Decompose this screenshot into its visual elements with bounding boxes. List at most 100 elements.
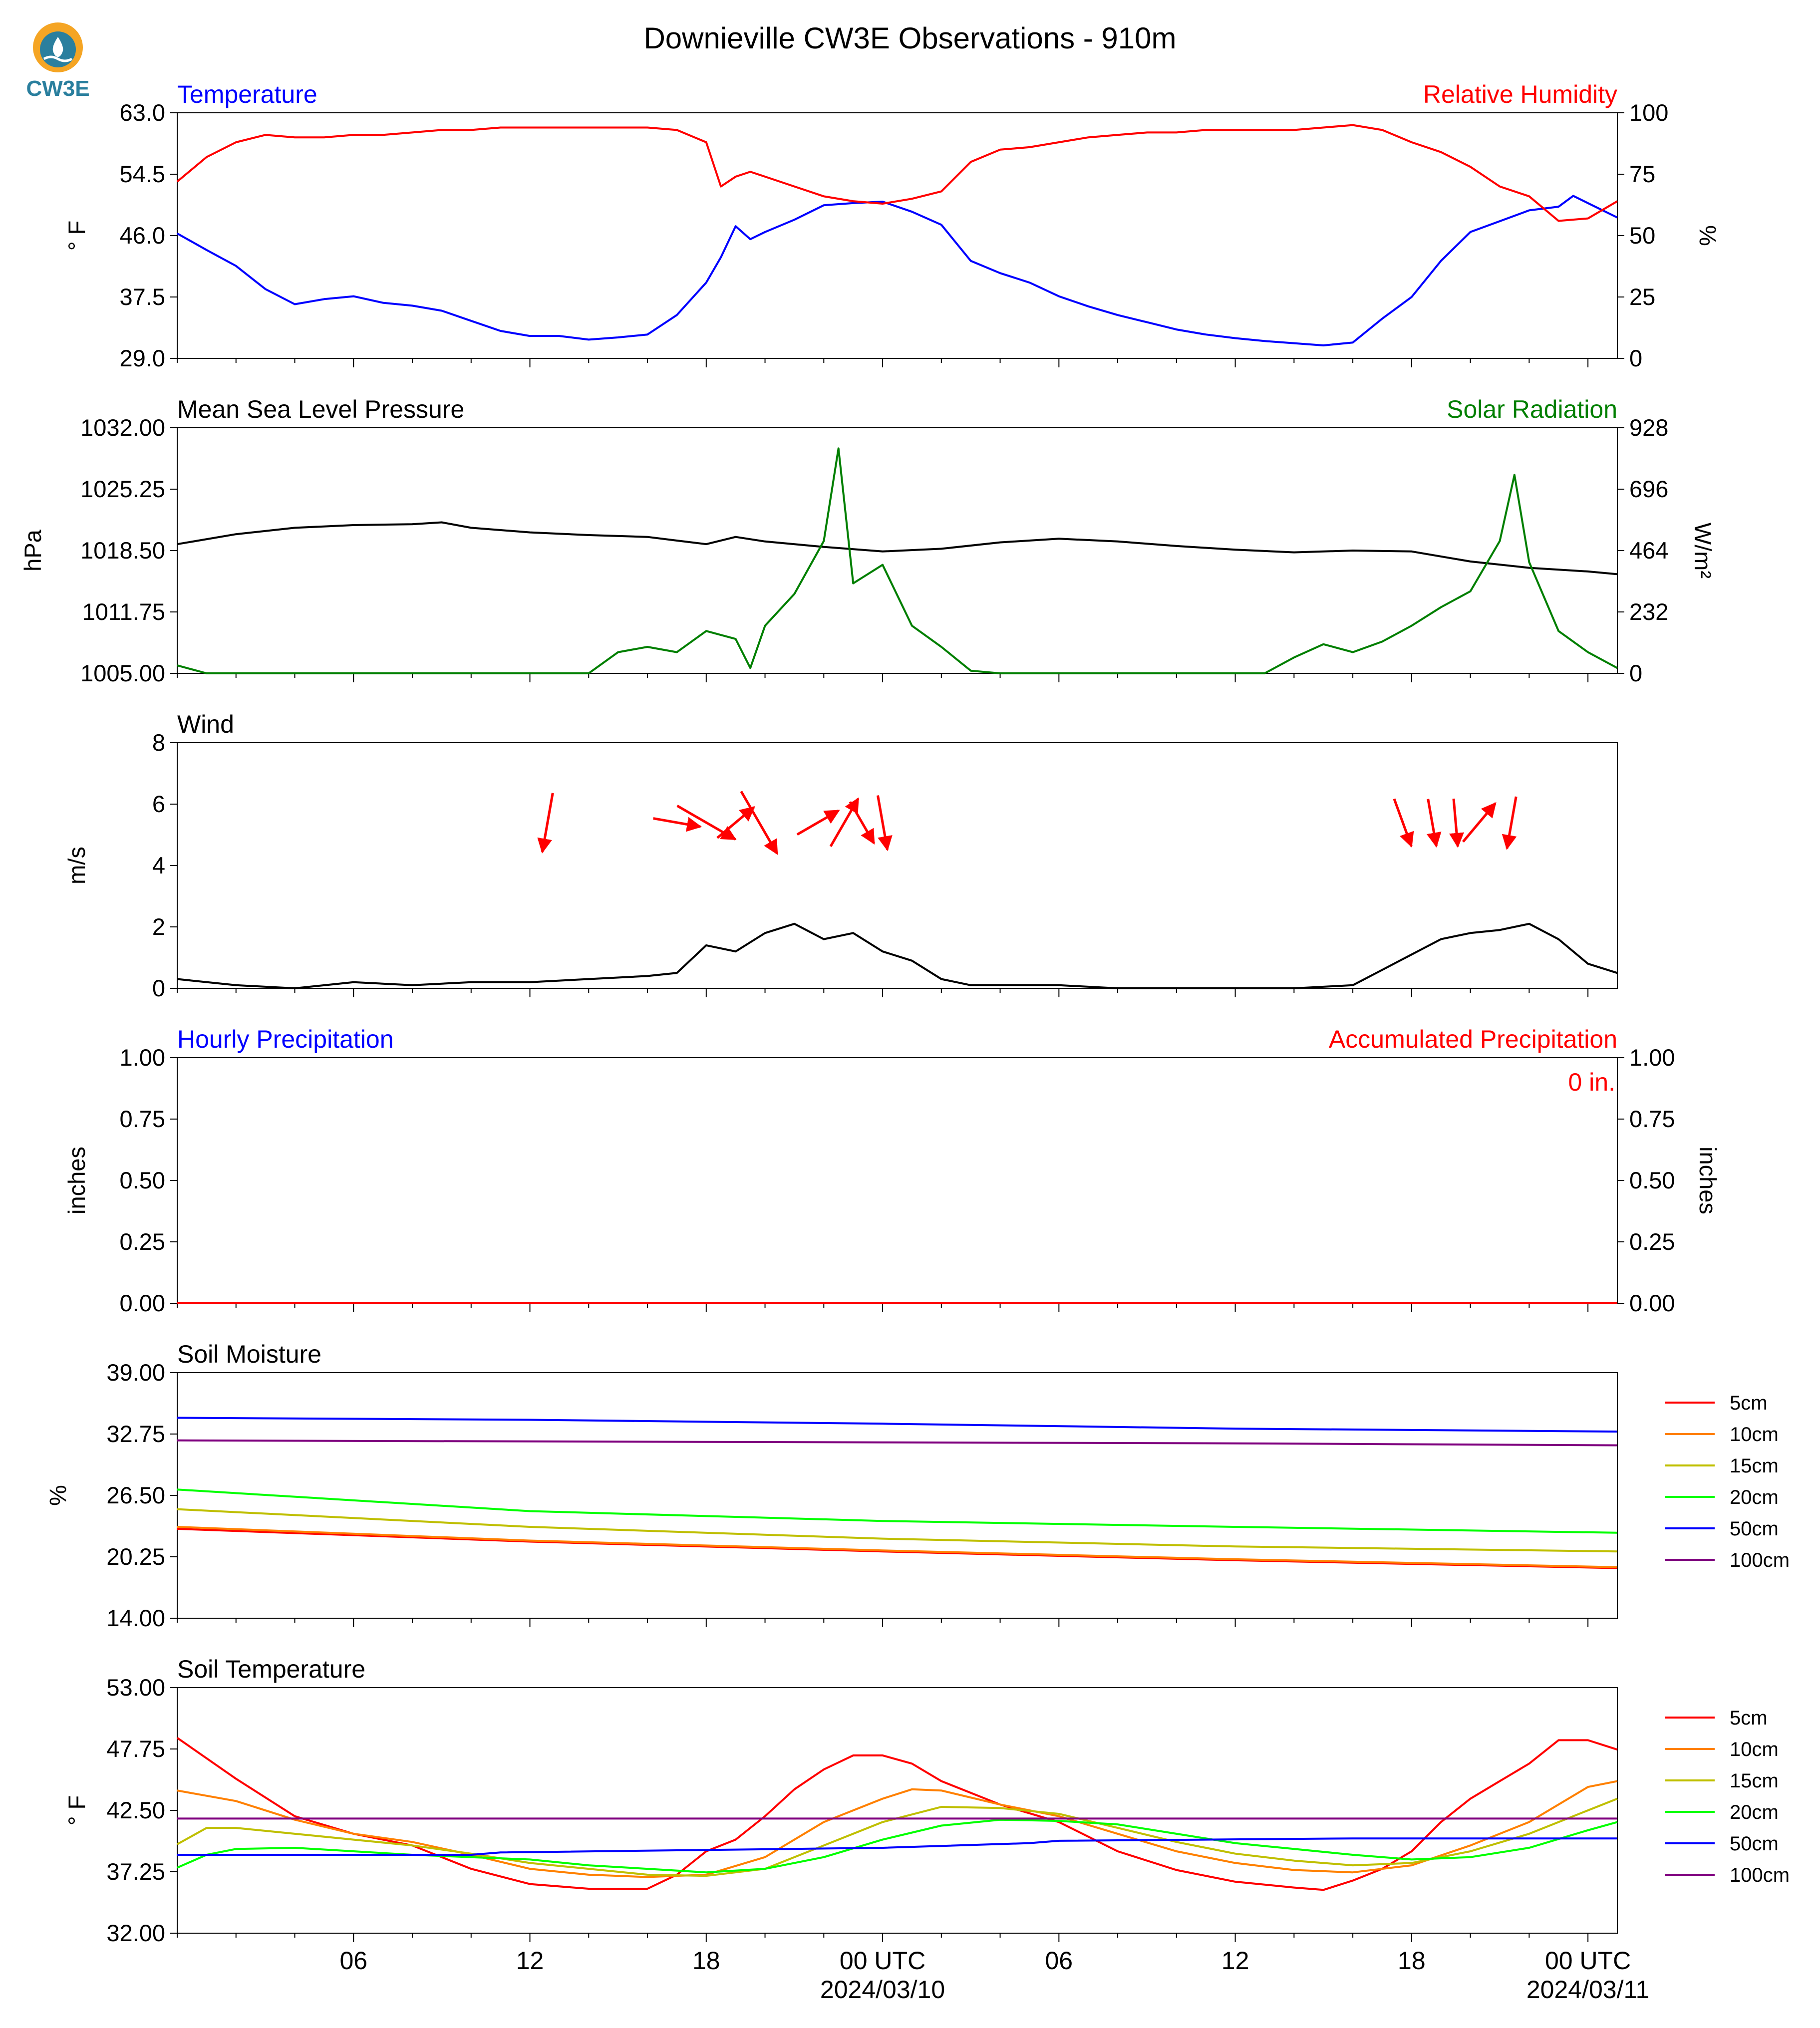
series-line-10cm: [177, 1780, 1618, 1878]
ytick-label-left: 1025.25: [80, 476, 165, 502]
legend-label: 100cm: [1730, 1549, 1790, 1571]
ylabel-right: inches: [1695, 1147, 1721, 1214]
series-line-100cm: [177, 1439, 1618, 1447]
wind-arrow: [877, 795, 893, 852]
ytick-label-left: 42.50: [106, 1797, 165, 1823]
ylabel-right: W/m²: [1690, 523, 1716, 579]
ytick-label-right: 25: [1629, 284, 1655, 310]
ytick-label-left: 6: [152, 791, 165, 817]
ytick-label-left: 0.75: [120, 1106, 165, 1132]
xtick-label: 18: [692, 1947, 720, 1975]
figure-title: Downieville CW3E Observations - 910m: [643, 21, 1176, 55]
ytick-label-right: 696: [1629, 476, 1668, 502]
panel-title-right: Accumulated Precipitation: [1329, 1025, 1617, 1053]
ytick-label-left: 54.5: [120, 161, 165, 187]
xtick-date-label: 2024/03/10: [820, 1976, 945, 2004]
panel-1: Temperature Relative Humidity 63.0 54.5 46.0…: [63, 80, 1721, 371]
wind-arrow: [1393, 798, 1414, 848]
panel-6: Soil Temperature 53.00 47.75 42.50 37.25 32.0…: [63, 1655, 1790, 2004]
wind-arrow: [1449, 798, 1464, 848]
wind-arrow: [1426, 799, 1442, 848]
xtick-date-label: 2024/03/11: [1526, 1976, 1650, 2004]
ytick-label-left: 1032.00: [80, 414, 165, 441]
legend-label: 15cm: [1730, 1455, 1779, 1477]
ylabel-left: ° F: [63, 221, 90, 251]
legend: 5cm 10cm 15cm 20cm 50cm 100cm: [1665, 1392, 1790, 1571]
wind-arrow: [716, 806, 755, 839]
legend-label: 50cm: [1730, 1518, 1779, 1540]
legend-label: 10cm: [1730, 1424, 1779, 1446]
ytick-label-left: 8: [152, 729, 165, 756]
series-line-20cm: [177, 1818, 1618, 1874]
ytick-label-left: 4: [152, 852, 165, 878]
ytick-label-right: 928: [1629, 414, 1668, 441]
ytick-label-right: 0.00: [1629, 1290, 1675, 1316]
panel-title-left: Soil Moisture: [177, 1340, 321, 1368]
ytick-label-left: 53.00: [106, 1674, 165, 1701]
ytick-label-left: 32.75: [106, 1421, 165, 1447]
ylabel-left: hPa: [19, 529, 46, 571]
ytick-label-left: 0: [152, 975, 165, 1001]
ytick-label-left: 37.5: [120, 284, 165, 310]
ytick-label-left: 1018.50: [80, 537, 165, 564]
ylabel-right: %: [1695, 225, 1721, 246]
wind-arrow: [653, 817, 702, 832]
panel-title-left: Mean Sea Level Pressure: [177, 395, 464, 423]
xtick-label: 00 UTC: [1545, 1947, 1631, 1975]
accumulated-annotation: 0 in.: [1568, 1068, 1615, 1096]
panel-title-left: Wind: [177, 710, 234, 738]
series-line-50cm: [177, 1417, 1618, 1433]
xtick-label: 06: [1045, 1947, 1073, 1975]
wind-arrow: [1502, 796, 1517, 850]
ylabel-left: ° F: [63, 1795, 90, 1826]
legend: 5cm 10cm 15cm 20cm 50cm 100cm: [1665, 1707, 1790, 1886]
xtick-label: 18: [1398, 1947, 1426, 1975]
ytick-label-left: 2: [152, 913, 165, 940]
ytick-label-left: 29.0: [120, 345, 165, 371]
ytick-label-left: 14.00: [106, 1605, 165, 1631]
ytick-label-left: 37.25: [106, 1858, 165, 1885]
xtick-label: 06: [339, 1947, 367, 1975]
panel-title-right: Solar Radiation: [1447, 395, 1617, 423]
legend-label: 100cm: [1730, 1864, 1790, 1886]
series-line-10cm: [177, 1526, 1618, 1568]
wind-arrow: [796, 809, 840, 836]
series-line-mean-sea-level-pressure: [177, 521, 1618, 576]
panel-5: Soil Moisture 39.00 32.75 26.50 20.25 14.00% 5…: [44, 1340, 1790, 1631]
ytick-label-right: 75: [1629, 161, 1655, 187]
ytick-label-right: 232: [1629, 598, 1668, 625]
wind-arrow: [676, 805, 737, 841]
ytick-label-left: 39.00: [106, 1359, 165, 1386]
wind-arrow: [740, 791, 778, 855]
ytick-label-right: 0.25: [1629, 1228, 1675, 1255]
panel-4: Hourly Precipitation Accumulated Precipit…: [63, 1025, 1721, 1316]
legend-label: 10cm: [1730, 1738, 1779, 1760]
ytick-label-right: 464: [1629, 537, 1668, 564]
ytick-label-right: 0.50: [1629, 1167, 1675, 1193]
ytick-label-right: 0.75: [1629, 1106, 1675, 1132]
ytick-label-left: 1011.75: [82, 598, 165, 625]
ytick-label-left: 47.75: [106, 1736, 165, 1762]
wind-arrow: [537, 793, 554, 854]
ylabel-left: m/s: [63, 847, 90, 884]
panel-2: Mean Sea Level Pressure Solar Radiation 10…: [19, 395, 1716, 686]
ytick-label-left: 46.0: [120, 222, 165, 249]
ytick-label-left: 32.00: [106, 1920, 165, 1946]
ylabel-left: inches: [63, 1147, 90, 1214]
panel-title-left: Soil Temperature: [177, 1655, 365, 1683]
series-line-relative-humidity: [176, 124, 1618, 222]
wind-arrow: [1462, 802, 1497, 843]
legend-label: 5cm: [1730, 1707, 1768, 1729]
xtick-label: 12: [1221, 1947, 1249, 1975]
logo-text: CW3E: [26, 76, 89, 101]
ytick-label-right: 1.00: [1629, 1044, 1675, 1071]
legend-label: 20cm: [1730, 1486, 1779, 1508]
panel-title-left: Hourly Precipitation: [177, 1025, 394, 1053]
ytick-label-left: 1.00: [120, 1044, 165, 1071]
legend-label: 15cm: [1730, 1770, 1779, 1792]
ylabel-left: %: [44, 1485, 71, 1506]
panel-3: Wind 8 6 4 2 0 m/s: [63, 710, 1618, 1001]
legend-label: 5cm: [1730, 1392, 1768, 1414]
series-line-wind: [177, 922, 1618, 989]
